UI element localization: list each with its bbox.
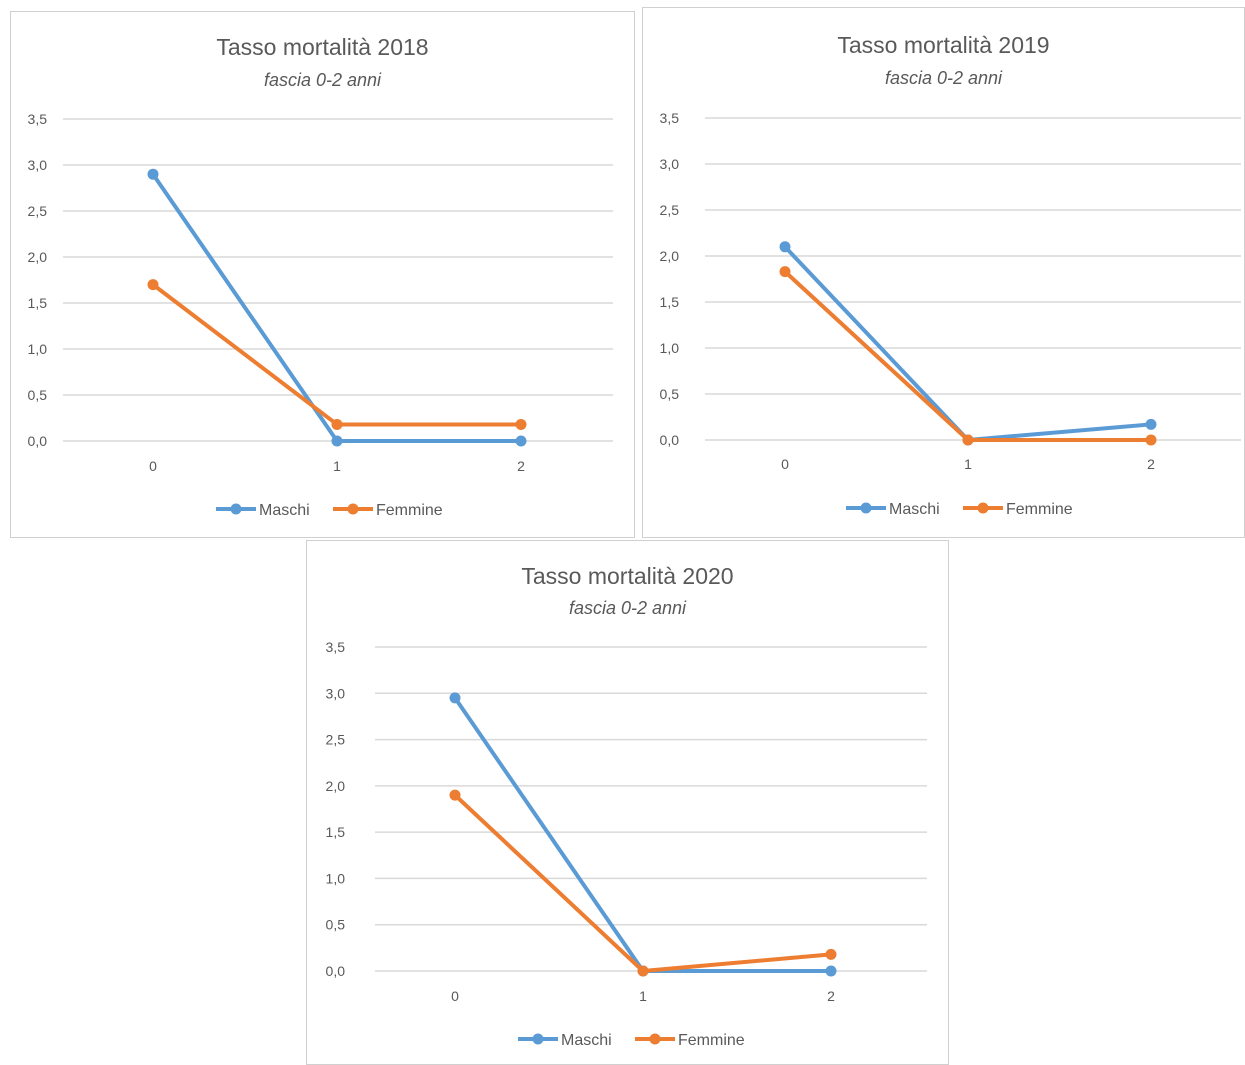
y-tick-label: 2,0 <box>326 778 346 794</box>
series-line-femmine <box>453 793 832 973</box>
data-point-maschi <box>1145 418 1157 430</box>
y-tick-label: 3,0 <box>326 685 346 701</box>
series-line-maschi <box>151 173 521 443</box>
data-point-femmine <box>779 266 791 278</box>
chart-2018-svg: Tasso mortalità 2018 fascia 0-2 anni 0,0 0,… <box>28 34 613 519</box>
y-tick-label: 3,5 <box>660 110 680 126</box>
y-tick-label: 0,0 <box>326 963 346 979</box>
chart-title: Tasso mortalità 2018 <box>216 34 428 60</box>
chart-subtitle: fascia 0-2 anni <box>569 598 687 618</box>
y-tick-label: 1,5 <box>28 295 48 311</box>
y-tick-label: 1,0 <box>660 340 680 356</box>
legend-marker-femmine <box>977 502 989 514</box>
chart-2019: Tasso mortalità 2019 fascia 0-2 anni 0,0 0,… <box>642 7 1245 538</box>
y-tick-label: 2,0 <box>28 249 48 265</box>
y-tick-label: 3,5 <box>28 111 48 127</box>
chart-2020: Tasso mortalità 2020 fascia 0-2 anni 0,0 0,… <box>306 540 949 1065</box>
data-point-femmine <box>637 965 649 977</box>
y-tick-label: 1,0 <box>326 870 346 886</box>
x-tick-label: 1 <box>639 988 647 1004</box>
chart-title: Tasso mortalità 2020 <box>521 563 733 589</box>
data-point-femmine <box>1145 434 1157 446</box>
chart-subtitle: fascia 0-2 anni <box>885 68 1003 88</box>
legend-marker-maschi <box>860 502 872 514</box>
legend-label-femmine: Femmine <box>376 502 443 519</box>
legend-marker-maschi <box>532 1033 544 1045</box>
y-tick-label: 1,0 <box>28 341 48 357</box>
data-point-maschi <box>825 965 837 977</box>
y-tick-label: 0,5 <box>660 386 680 402</box>
legend-label-maschi: Maschi <box>889 501 940 518</box>
series-line-maschi <box>783 245 1152 442</box>
x-tick-label: 1 <box>333 458 341 474</box>
y-tick-label: 1,5 <box>326 824 346 840</box>
legend-label-maschi: Maschi <box>259 502 310 519</box>
series-line-femmine <box>783 270 1151 442</box>
data-point-femmine <box>449 789 461 801</box>
chart-subtitle: fascia 0-2 anni <box>264 70 382 90</box>
legend-marker-maschi <box>230 503 242 515</box>
data-point-maschi <box>779 241 791 253</box>
data-point-maschi <box>331 435 343 447</box>
x-tick-label: 0 <box>149 458 157 474</box>
chart-title: Tasso mortalità 2019 <box>837 32 1049 58</box>
legend-label-femmine: Femmine <box>678 1032 745 1049</box>
data-point-femmine <box>331 418 343 430</box>
y-tick-label: 0,0 <box>28 433 48 449</box>
x-tick-label: 1 <box>964 456 972 472</box>
legend-label-femmine: Femmine <box>1006 501 1073 518</box>
data-point-femmine <box>147 279 159 291</box>
x-tick-label: 2 <box>1147 456 1155 472</box>
y-tick-label: 0,0 <box>660 432 680 448</box>
chart-2019-svg: Tasso mortalità 2019 fascia 0-2 anni 0,0 0,… <box>660 32 1241 518</box>
y-tick-label: 2,5 <box>660 202 680 218</box>
data-point-femmine <box>962 434 974 446</box>
data-point-femmine <box>825 948 837 960</box>
legend-marker-femmine <box>347 503 359 515</box>
data-point-maschi <box>515 435 527 447</box>
chart-2020-svg: Tasso mortalità 2020 fascia 0-2 anni 0,0 0,… <box>326 563 927 1049</box>
legend-label-maschi: Maschi <box>561 1032 612 1049</box>
x-tick-label: 0 <box>451 988 459 1004</box>
legend-marker-femmine <box>649 1033 661 1045</box>
series-line-femmine <box>151 283 521 427</box>
chart-2018: Tasso mortalità 2018 fascia 0-2 anni 0,0 0,… <box>10 11 635 538</box>
y-tick-label: 3,0 <box>660 156 680 172</box>
y-tick-label: 1,5 <box>660 294 680 310</box>
y-tick-label: 2,5 <box>28 203 48 219</box>
y-tick-label: 2,0 <box>660 248 680 264</box>
y-tick-label: 3,0 <box>28 157 48 173</box>
y-tick-label: 2,5 <box>326 732 346 748</box>
data-point-maschi <box>147 168 159 180</box>
y-tick-label: 0,5 <box>28 387 48 403</box>
x-tick-label: 2 <box>517 458 525 474</box>
y-tick-label: 0,5 <box>326 917 346 933</box>
data-point-femmine <box>515 418 527 430</box>
y-tick-label: 3,5 <box>326 639 346 655</box>
data-point-maschi <box>449 692 461 704</box>
x-tick-label: 0 <box>781 456 789 472</box>
x-tick-label: 2 <box>827 988 835 1004</box>
